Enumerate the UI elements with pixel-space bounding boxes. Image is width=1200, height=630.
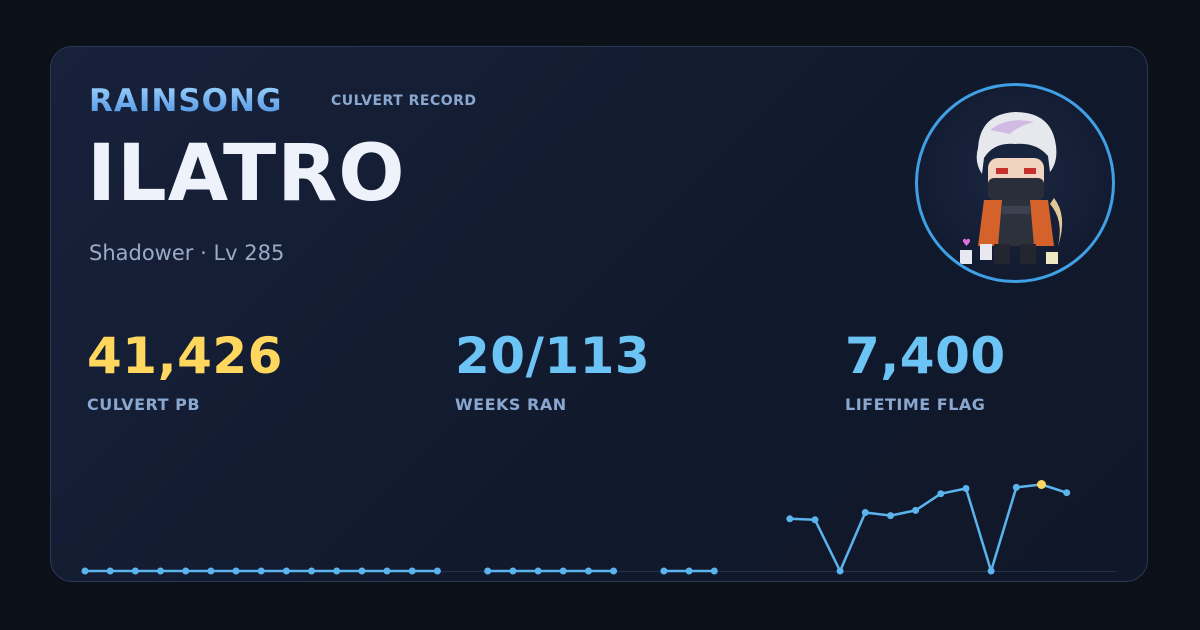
chart-point bbox=[232, 567, 240, 575]
character-class-level: Shadower · Lv 285 bbox=[89, 241, 285, 265]
chart-point bbox=[710, 567, 718, 575]
chart-point bbox=[257, 567, 265, 575]
chart-point bbox=[836, 567, 844, 575]
stat-value: 41,426 bbox=[87, 327, 283, 385]
chart-point bbox=[861, 509, 869, 516]
chart-point bbox=[660, 567, 668, 575]
stat-lifetime-flag: 7,400 LIFETIME FLAG bbox=[845, 331, 1006, 414]
chart-point bbox=[131, 567, 139, 575]
chart-point bbox=[509, 567, 517, 575]
chart-point bbox=[433, 567, 441, 575]
chart-best-point bbox=[1037, 480, 1046, 489]
chart-point bbox=[207, 567, 215, 575]
chart-point bbox=[786, 515, 794, 523]
chart-point bbox=[182, 567, 190, 575]
chart-point bbox=[685, 567, 693, 575]
chart-point bbox=[358, 567, 366, 575]
stat-label: CULVERT PB bbox=[87, 395, 201, 414]
stat-value: 20/113 bbox=[455, 327, 651, 385]
stat-label: WEEKS RAN bbox=[455, 395, 567, 414]
chart-point bbox=[584, 567, 592, 575]
guild-name: RAINSONG bbox=[89, 83, 283, 119]
chart-point bbox=[484, 567, 492, 575]
chart-point bbox=[333, 567, 341, 575]
chart-point bbox=[534, 567, 542, 575]
chart-point bbox=[1012, 483, 1020, 491]
chart-point bbox=[157, 567, 164, 575]
chart-point bbox=[383, 567, 391, 575]
chart-point bbox=[912, 506, 920, 514]
chart-point bbox=[937, 490, 945, 498]
chart-point bbox=[811, 516, 819, 524]
chart-point bbox=[308, 567, 315, 575]
chart-point bbox=[1063, 489, 1071, 497]
chart-line-segment bbox=[789, 483, 1068, 573]
chart-point bbox=[987, 567, 995, 575]
chart-point bbox=[408, 567, 416, 575]
chart-point bbox=[282, 567, 290, 575]
chart-point bbox=[106, 567, 114, 575]
svg-text:♥: ♥ bbox=[962, 238, 971, 249]
chart-point bbox=[81, 567, 89, 575]
shadower-character-sprite-icon: ♥ bbox=[960, 112, 1063, 264]
stat-culvert-pb: 41,426 CULVERT PB bbox=[87, 331, 283, 414]
stat-weeks-ran: 20/113 WEEKS RAN bbox=[455, 331, 650, 414]
culvert-record-card: RAINSONG CULVERT RECORD ILATRO Shadower … bbox=[50, 46, 1148, 582]
chart-point bbox=[887, 512, 894, 520]
chart-point bbox=[962, 485, 970, 492]
character-avatar: ♥ bbox=[915, 83, 1115, 283]
chart-point bbox=[610, 567, 618, 575]
card-subtitle: CULVERT RECORD bbox=[331, 93, 477, 109]
chart-point bbox=[559, 567, 567, 575]
stat-value: 7,400 bbox=[845, 327, 1006, 385]
stat-label: LIFETIME FLAG bbox=[845, 395, 986, 414]
character-name: ILATRO bbox=[87, 129, 406, 219]
